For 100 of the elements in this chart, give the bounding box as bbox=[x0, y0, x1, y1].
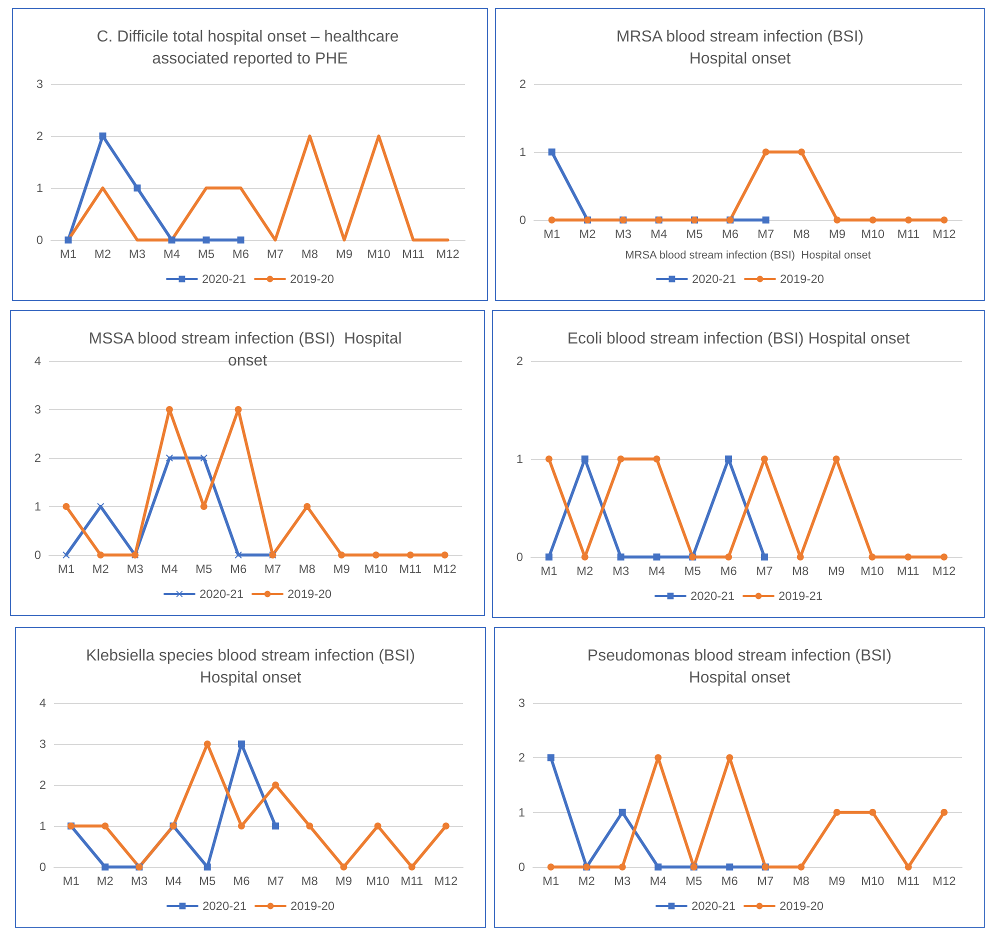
y-tick-label: 2 bbox=[516, 354, 524, 368]
x-tick-label: M7 bbox=[757, 227, 774, 241]
x-tick-label: M3 bbox=[128, 247, 146, 261]
point bbox=[168, 236, 176, 244]
point bbox=[833, 808, 840, 816]
point bbox=[204, 864, 211, 870]
y-tick-label: 1 bbox=[36, 181, 44, 195]
x-tick-label: M3 bbox=[126, 562, 144, 576]
y-tick-label: 0 bbox=[34, 548, 42, 562]
x-tick-label: M11 bbox=[399, 562, 422, 576]
x-tick-label: M3 bbox=[614, 227, 632, 241]
x-tick-label: M7 bbox=[757, 874, 774, 888]
chart-title: MSSA blood stream infection (BSI) Hospital onset bbox=[88, 330, 406, 370]
point bbox=[547, 864, 554, 870]
x-tick-label: M5 bbox=[198, 247, 215, 261]
x-tick-label: M10 bbox=[366, 874, 390, 888]
point bbox=[166, 406, 173, 413]
x-tick-label: M1 bbox=[542, 874, 560, 888]
x-tick-label: M2 bbox=[576, 564, 594, 578]
x-tick-label: M4 bbox=[164, 874, 182, 888]
point bbox=[408, 864, 416, 870]
legend-label: 2019-20 bbox=[290, 899, 335, 913]
x-tick-label: M9 bbox=[828, 564, 845, 578]
x-tick-label: M12 bbox=[436, 247, 460, 261]
y-tick-label: 2 bbox=[36, 129, 44, 143]
x-tick-label: M7 bbox=[266, 247, 284, 261]
point bbox=[442, 822, 450, 830]
point bbox=[547, 754, 554, 762]
x-tick-label: M1 bbox=[62, 874, 80, 888]
x-tick-label: M6 bbox=[722, 227, 739, 241]
x-tick-label: M7 bbox=[264, 562, 282, 576]
chart-title: MRSA blood stream infection (BSI) Hospital onset bbox=[616, 28, 864, 68]
x-tick-label: M7 bbox=[267, 874, 284, 888]
x-tick-label: M2 bbox=[578, 874, 596, 888]
x-tick-label: M3 bbox=[130, 874, 148, 888]
x-axis-title: MRSA blood stream infection (BSI) Hospital onset bbox=[625, 250, 871, 262]
x-tick-label: M10 bbox=[364, 562, 388, 576]
legend-label: 2019-20 bbox=[780, 899, 824, 913]
x-tick-label: M10 bbox=[367, 247, 391, 261]
x-tick-label: M9 bbox=[828, 874, 846, 888]
x-tick-label: M12 bbox=[932, 874, 956, 888]
x-tick-label: M1 bbox=[540, 564, 558, 578]
x-tick-label: M5 bbox=[199, 874, 216, 888]
legend-label: 2020-21 bbox=[690, 589, 735, 603]
x-tick-label: M8 bbox=[301, 247, 318, 261]
y-tick-label: 4 bbox=[34, 354, 42, 368]
point bbox=[237, 236, 244, 244]
x-tick-label: M1 bbox=[543, 227, 560, 241]
point bbox=[134, 184, 141, 192]
x-tick-label: M10 bbox=[860, 564, 884, 578]
point bbox=[869, 808, 876, 816]
point bbox=[441, 552, 448, 558]
y-tick-label: 1 bbox=[34, 500, 42, 514]
point bbox=[618, 864, 626, 870]
point bbox=[406, 552, 414, 558]
x-tick-label: M11 bbox=[897, 227, 920, 241]
x-tick-label: M12 bbox=[932, 564, 956, 578]
point bbox=[62, 503, 70, 510]
x-tick-label: M12 bbox=[433, 562, 457, 576]
x-tick-label: M9 bbox=[333, 562, 350, 576]
point bbox=[338, 552, 346, 558]
x-tick-label: M6 bbox=[233, 874, 250, 888]
legend-label: 2020-21 bbox=[202, 272, 246, 286]
y-tick-label: 2 bbox=[519, 77, 526, 91]
point bbox=[97, 552, 104, 558]
legend-label: 2019-20 bbox=[290, 272, 334, 286]
y-tick-label: 1 bbox=[518, 805, 526, 820]
point bbox=[618, 808, 626, 816]
point bbox=[200, 454, 208, 462]
y-tick-label: 0 bbox=[36, 233, 44, 247]
x-tick-label: M7 bbox=[756, 564, 774, 578]
legend-label: 2020-21 bbox=[202, 899, 247, 913]
y-tick-label: 4 bbox=[39, 696, 46, 710]
y-tick-label: 1 bbox=[519, 145, 526, 159]
y-tick-label: 0 bbox=[519, 213, 526, 227]
x-tick-label: M5 bbox=[196, 562, 213, 576]
y-tick-label: 3 bbox=[518, 696, 526, 710]
y-tick-label: 2 bbox=[34, 451, 42, 465]
y-tick-label: 3 bbox=[34, 402, 42, 416]
x-tick-label: M9 bbox=[335, 874, 352, 888]
x-tick-label: M9 bbox=[828, 227, 846, 241]
x-tick-label: M11 bbox=[402, 247, 425, 261]
x-tick-label: M4 bbox=[163, 247, 180, 261]
x-tick-label: M10 bbox=[860, 874, 885, 888]
y-tick-label: 2 bbox=[39, 778, 46, 792]
y-tick-label: 1 bbox=[39, 819, 46, 833]
point bbox=[202, 236, 210, 244]
point bbox=[272, 822, 280, 830]
chart-title: Ecoli blood stream infection (BSI) Hospital onset bbox=[567, 330, 910, 348]
y-tick-label: 0 bbox=[516, 550, 524, 564]
x-tick-label: M4 bbox=[648, 564, 666, 578]
point bbox=[372, 552, 380, 558]
x-tick-label: M5 bbox=[686, 874, 703, 888]
point bbox=[99, 132, 106, 140]
x-tick-label: M4 bbox=[161, 562, 178, 576]
y-tick-label: 3 bbox=[39, 737, 46, 751]
x-tick-label: M10 bbox=[861, 227, 885, 241]
legend-label: 2020-21 bbox=[692, 272, 736, 286]
x-tick-label: M5 bbox=[684, 564, 702, 578]
y-tick-label: 0 bbox=[39, 860, 46, 874]
